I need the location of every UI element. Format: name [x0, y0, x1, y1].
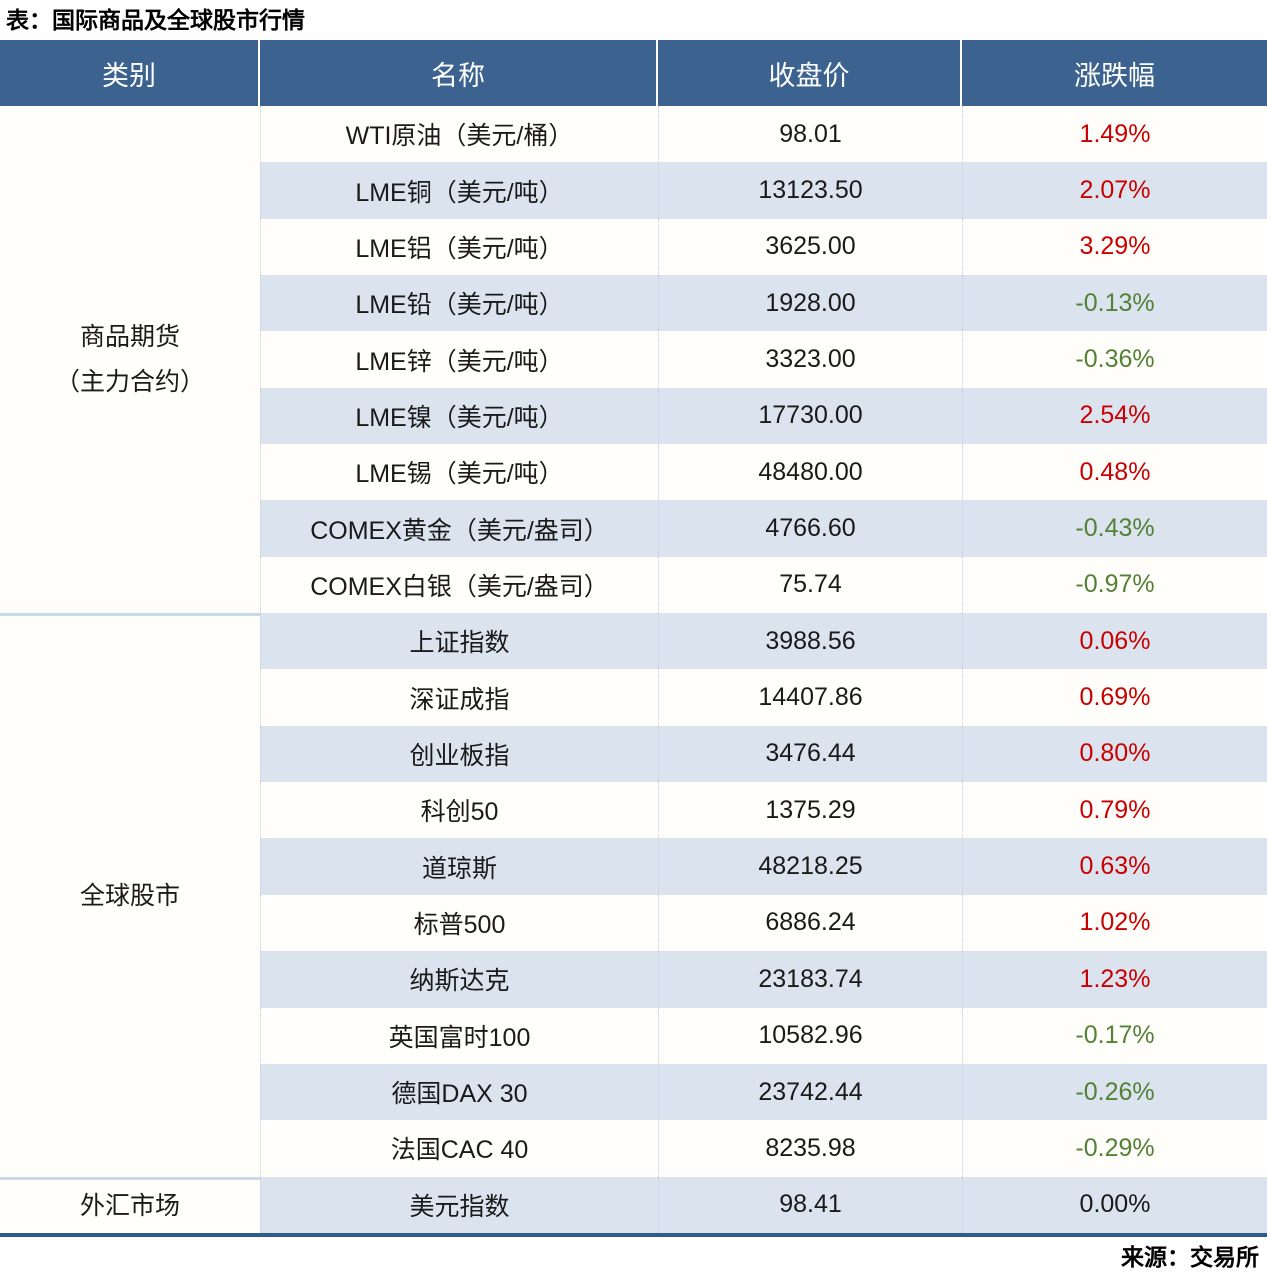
close-cell: 4766.60: [658, 500, 962, 557]
name-cell: 深证成指: [260, 669, 658, 726]
category-cell: 全球股市: [0, 613, 260, 1177]
name-cell: 创业板指: [260, 725, 658, 783]
category-cell: 外汇市场: [0, 1176, 260, 1233]
market-table: 类别 名称 收盘价 涨跌幅 商品期货 （主力合约） WTI原油（美元/桶） 98.01…: [0, 40, 1267, 1237]
change-cell: -0.43%: [962, 500, 1267, 557]
change-cell: 0.48%: [962, 444, 1267, 501]
change-cell: -0.29%: [962, 1120, 1267, 1177]
change-cell: 0.80%: [962, 725, 1267, 783]
close-cell: 98.01: [658, 106, 962, 163]
close-cell: 14407.86: [658, 669, 962, 726]
change-cell: 1.02%: [962, 894, 1267, 952]
change-cell: 0.00%: [962, 1176, 1267, 1233]
name-cell: 德国DAX 30: [260, 1063, 658, 1121]
change-cell: 0.06%: [962, 613, 1267, 670]
header-name: 名称: [260, 40, 658, 106]
close-cell: 3323.00: [658, 331, 962, 388]
name-cell: 美元指数: [260, 1176, 658, 1233]
close-cell: 17730.00: [658, 387, 962, 445]
change-cell: 0.79%: [962, 782, 1267, 839]
name-cell: 标普500: [260, 894, 658, 952]
change-cell: 2.54%: [962, 387, 1267, 445]
name-cell: LME铝（美元/吨）: [260, 218, 658, 276]
category-label-line: 外汇市场: [79, 1191, 180, 1220]
header-category: 类别: [0, 40, 260, 106]
name-cell: 纳斯达克: [260, 951, 658, 1008]
name-cell: LME铅（美元/吨）: [260, 275, 658, 332]
close-cell: 1928.00: [658, 275, 962, 332]
close-cell: 48218.25: [658, 838, 962, 895]
close-cell: 13123.50: [658, 162, 962, 219]
change-cell: 1.23%: [962, 951, 1267, 1008]
name-cell: COMEX白银（美元/盎司）: [260, 556, 658, 614]
name-cell: 英国富时100: [260, 1007, 658, 1064]
header-close: 收盘价: [658, 40, 962, 106]
change-cell: 2.07%: [962, 162, 1267, 219]
category-label-line: 全球股市: [79, 881, 180, 910]
name-cell: 道琼斯: [260, 838, 658, 895]
name-cell: COMEX黄金（美元/盎司）: [260, 500, 658, 557]
close-cell: 98.41: [658, 1176, 962, 1233]
change-cell: 3.29%: [962, 218, 1267, 276]
category-label-line: 商品期货: [79, 322, 180, 351]
close-cell: 10582.96: [658, 1007, 962, 1064]
change-cell: -0.26%: [962, 1063, 1267, 1121]
close-cell: 3988.56: [658, 613, 962, 670]
close-cell: 3625.00: [658, 218, 962, 276]
name-cell: 上证指数: [260, 613, 658, 670]
close-cell: 8235.98: [658, 1120, 962, 1177]
name-cell: 科创50: [260, 782, 658, 839]
change-cell: 1.49%: [962, 106, 1267, 163]
change-cell: -0.13%: [962, 275, 1267, 332]
close-cell: 3476.44: [658, 725, 962, 783]
change-cell: -0.97%: [962, 556, 1267, 614]
change-cell: -0.36%: [962, 331, 1267, 388]
close-cell: 48480.00: [658, 444, 962, 501]
name-cell: LME锡（美元/吨）: [260, 444, 658, 501]
table-header-row: 类别 名称 收盘价 涨跌幅: [0, 40, 1267, 106]
source-note: 来源：交易所: [1121, 1243, 1259, 1270]
change-cell: 0.69%: [962, 669, 1267, 726]
name-cell: LME锌（美元/吨）: [260, 331, 658, 388]
name-cell: LME镍（美元/吨）: [260, 387, 658, 445]
close-cell: 6886.24: [658, 894, 962, 952]
change-cell: -0.17%: [962, 1007, 1267, 1064]
category-label-line: （主力合约）: [54, 367, 205, 396]
name-cell: 法国CAC 40: [260, 1120, 658, 1177]
change-cell: 0.63%: [962, 838, 1267, 895]
close-cell: 1375.29: [658, 782, 962, 839]
name-cell: WTI原油（美元/桶）: [260, 106, 658, 163]
close-cell: 23742.44: [658, 1063, 962, 1121]
table-body: 商品期货 （主力合约） WTI原油（美元/桶） 98.01 1.49% LME铜（美元/吨…: [0, 106, 1267, 1237]
category-cell: 商品期货 （主力合约）: [0, 106, 260, 614]
page-title: 表：国际商品及全球股市行情: [6, 7, 305, 33]
name-cell: LME铜（美元/吨）: [260, 162, 658, 219]
close-cell: 75.74: [658, 556, 962, 614]
header-change: 涨跌幅: [962, 40, 1267, 106]
close-cell: 23183.74: [658, 951, 962, 1008]
